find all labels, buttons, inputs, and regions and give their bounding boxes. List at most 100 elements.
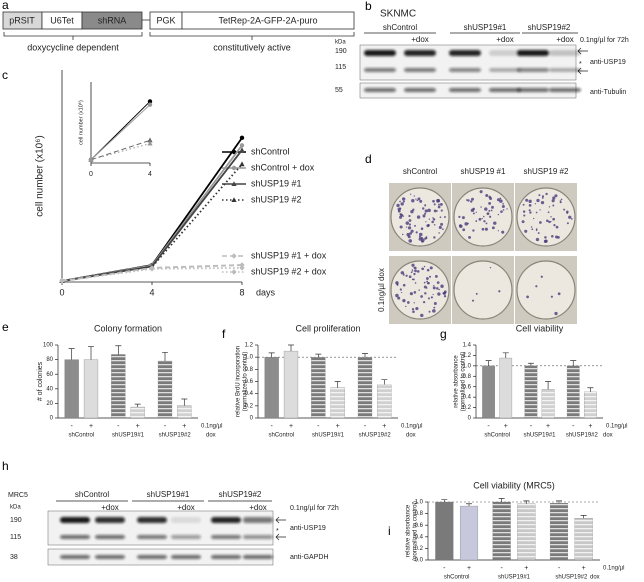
colony <box>543 239 548 244</box>
row-label: 0.1ng/µl <box>401 424 422 430</box>
error-bar <box>466 503 472 507</box>
colony <box>433 203 436 206</box>
error-bar <box>362 353 368 358</box>
colony <box>410 271 413 274</box>
group-label: shUSP19#1 <box>312 433 345 439</box>
x-tick-label: 0 <box>89 171 93 178</box>
colony <box>408 239 413 243</box>
condition-label: 0.1ng/µl for 72h <box>580 37 629 44</box>
colony <box>566 212 569 214</box>
row-label: dox <box>603 433 613 439</box>
y-tick-label: 0.8 <box>415 511 424 517</box>
colony <box>467 199 470 202</box>
error-bar <box>115 345 122 355</box>
colony <box>406 232 410 237</box>
bar-hatch <box>541 389 555 418</box>
element-label: PGK <box>156 15 175 25</box>
blot-frame <box>56 32 588 541</box>
colony <box>432 217 434 219</box>
colony <box>470 200 473 203</box>
blot-band <box>137 517 167 523</box>
panel-label: b <box>365 0 372 13</box>
error-bar <box>587 387 594 392</box>
x-tick-label: + <box>504 423 508 430</box>
colony <box>528 204 532 207</box>
sample-label: shUSP19#1 <box>147 490 190 499</box>
condition-label: 0.1ng/µl for 72h <box>290 505 339 512</box>
colony <box>415 306 419 311</box>
bar-hatch <box>358 357 372 418</box>
blot-band <box>60 517 90 523</box>
blot-band <box>137 535 167 539</box>
blot-band <box>517 88 549 92</box>
error-bar <box>441 499 448 502</box>
blot-band <box>517 50 549 56</box>
colony <box>410 193 412 195</box>
colony <box>432 293 434 296</box>
colony <box>462 228 466 232</box>
x-tick-label: - <box>270 423 273 430</box>
colony <box>523 214 526 217</box>
colony <box>486 212 490 216</box>
row-label: 0.1ng/µl <box>606 424 627 430</box>
colony <box>444 216 446 218</box>
bar <box>64 359 79 419</box>
colony <box>499 199 503 203</box>
panel-label: i <box>388 524 391 538</box>
y-tick-label: 0 <box>468 416 472 422</box>
colony <box>427 208 431 213</box>
blot-band <box>171 535 201 539</box>
colony <box>426 268 430 272</box>
colony <box>498 290 501 293</box>
colony <box>548 220 551 224</box>
colony <box>397 296 401 300</box>
colony <box>501 230 505 234</box>
column-label: shControl <box>403 167 437 176</box>
blot-band <box>404 88 436 92</box>
colony <box>438 288 440 291</box>
error-bar <box>162 351 168 362</box>
colony <box>432 309 436 313</box>
colony <box>489 196 493 200</box>
group-label: shUSP19#2 <box>555 575 588 581</box>
colony <box>552 217 555 221</box>
bar <box>283 350 299 419</box>
sample-label: shUSP19#2 <box>219 490 262 499</box>
bar-hatch <box>584 391 597 418</box>
x-tick-label: + <box>336 423 340 430</box>
legend-label: shControl <box>251 146 290 156</box>
colony <box>566 222 569 225</box>
y-tick-label: 0.6 <box>245 379 254 385</box>
marker-label: 38 <box>10 554 18 561</box>
colony <box>436 199 440 203</box>
colony <box>437 292 441 296</box>
colony <box>421 238 425 242</box>
cell-line: SKNMC <box>380 9 416 20</box>
colony <box>535 237 540 242</box>
colony <box>480 206 482 208</box>
x-tick-label: + <box>588 423 592 430</box>
colony <box>539 209 541 211</box>
x-tick-label: - <box>364 423 367 430</box>
colony <box>413 291 417 294</box>
colony <box>479 190 483 194</box>
error-bar <box>288 344 294 352</box>
blot-band <box>243 535 273 539</box>
x-tick-label: - <box>117 423 120 430</box>
plate <box>516 260 576 320</box>
colony <box>461 216 465 220</box>
colony <box>535 228 538 230</box>
colony <box>428 218 431 220</box>
y-axis-label: cell number (x10⁶) <box>77 100 84 145</box>
element-label: pRSIT <box>9 15 35 25</box>
colony <box>433 306 436 309</box>
colony <box>481 227 485 231</box>
colony <box>472 207 475 211</box>
y-axis-label: relative BrdU incorporation <box>236 346 242 417</box>
colony <box>416 270 420 273</box>
x-tick-label: + <box>382 423 386 430</box>
colony <box>416 215 421 219</box>
colony <box>399 225 403 229</box>
legend-label: shUSP19 #2 <box>251 194 302 204</box>
colony <box>570 218 573 220</box>
